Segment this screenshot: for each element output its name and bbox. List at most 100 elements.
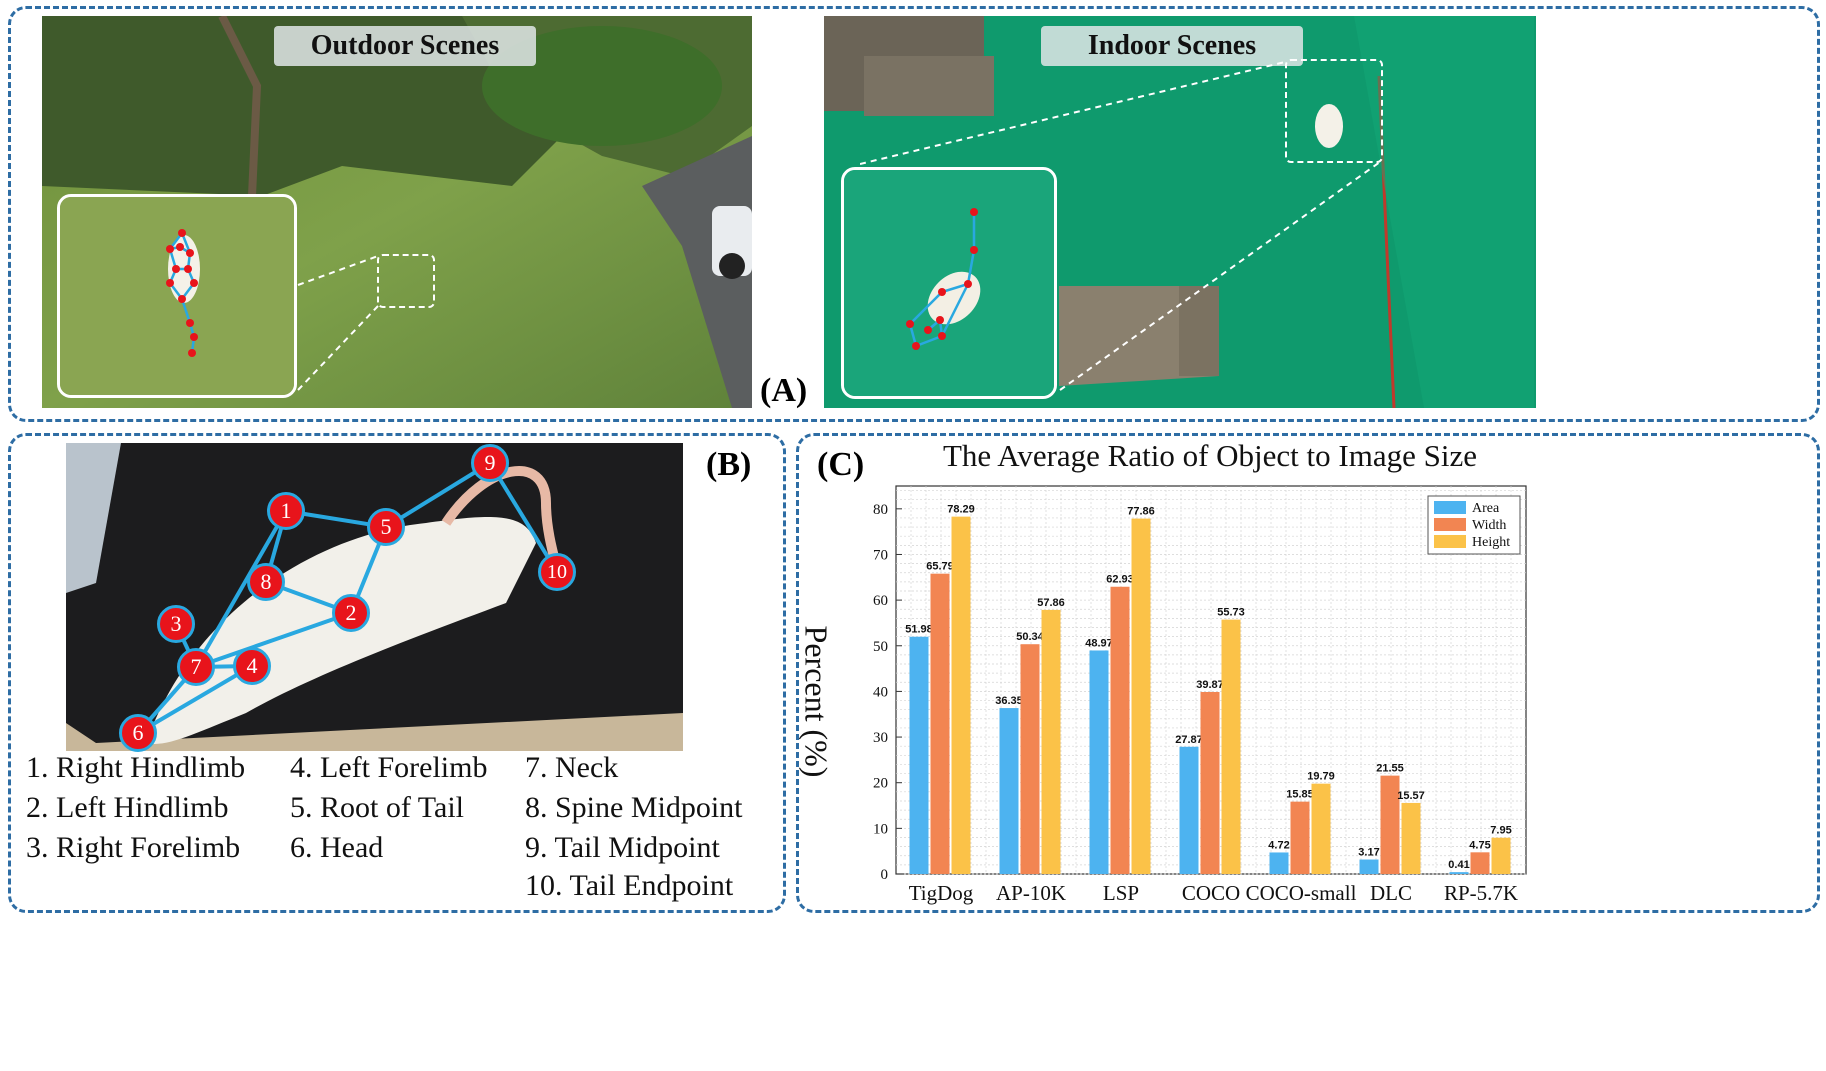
panel-c-label: (C) <box>817 446 865 483</box>
x-tick-label: COCO <box>1182 881 1240 905</box>
keypoint-number: 7 <box>190 654 202 679</box>
outdoor-rat-inset <box>57 194 297 398</box>
bar <box>1221 619 1241 874</box>
outdoor-rat-highlight <box>377 254 435 308</box>
data-label: 27.87 <box>1175 734 1203 746</box>
bar <box>930 573 950 874</box>
keypoint-number: 9 <box>484 450 496 475</box>
outdoor-scenes-title: Outdoor Scenes <box>274 26 536 66</box>
bar <box>1359 859 1379 874</box>
keypoint-legend-item: 8. Spine Midpoint <box>525 791 743 824</box>
keypoint-legend-item: 10. Tail Endpoint <box>525 869 734 902</box>
bar <box>1110 586 1130 874</box>
indoor-zoom-lines <box>860 61 1380 391</box>
keypoint-legend-item: 6. Head <box>290 831 384 864</box>
keypoint-legend-item: 9. Tail Midpoint <box>525 831 720 864</box>
bar <box>1269 852 1289 874</box>
panel-b-label: (B) <box>706 446 752 483</box>
legend-swatch <box>1434 518 1466 531</box>
y-axis-label: Percent (%) <box>798 625 835 778</box>
bar <box>1290 801 1310 874</box>
panel-c <box>796 433 1820 913</box>
keypoint-number: 2 <box>345 600 357 625</box>
data-label: 21.55 <box>1376 763 1404 775</box>
legend-label: Width <box>1472 518 1506 533</box>
keypoint-7: 7 <box>177 648 215 686</box>
keypoint-legend-item: 1. Right Hindlimb <box>26 751 246 784</box>
data-label: 51.98 <box>905 624 933 636</box>
data-label: 48.97 <box>1085 637 1113 649</box>
y-tick-label: 0 <box>881 867 889 883</box>
legend-label: Height <box>1472 535 1510 550</box>
data-label: 39.87 <box>1196 679 1224 691</box>
data-label: 15.57 <box>1397 790 1425 802</box>
y-tick-label: 20 <box>873 776 888 792</box>
bar <box>951 516 971 874</box>
keypoint-legend-item: 7. Neck <box>525 751 619 784</box>
bar <box>1200 692 1220 874</box>
rat-keypoint-photo <box>66 443 683 751</box>
indoor-rat-highlight <box>1285 59 1383 163</box>
rat-skeleton <box>136 461 559 735</box>
data-label: 77.86 <box>1127 506 1155 518</box>
legend-swatch <box>1434 535 1466 548</box>
bar <box>1089 650 1109 874</box>
x-tick-label: LSP <box>1103 881 1139 905</box>
data-label: 3.17 <box>1358 847 1379 859</box>
data-label: 78.29 <box>947 504 975 516</box>
panel-a <box>8 6 1820 422</box>
keypoint-number: 8 <box>260 569 272 594</box>
x-tick-label: COCO-small <box>1246 881 1357 905</box>
bar <box>1401 802 1421 874</box>
bar-chart: 0 10 20 30 40 50 60 70 80 51.98 65.79 78.29 TigDog 36… <box>873 485 1527 905</box>
data-label: 57.86 <box>1037 597 1065 609</box>
x-tick-label: DLC <box>1370 881 1412 905</box>
chart-title: The Average Ratio of Object to Image Siz… <box>943 438 1477 473</box>
bar <box>909 636 929 874</box>
keypoint-10: 10 <box>538 553 576 591</box>
data-label: 4.72 <box>1268 839 1289 851</box>
bar <box>1131 518 1151 874</box>
outdoor-zoom-lines <box>297 255 379 391</box>
x-tick-label: TigDog <box>909 881 974 905</box>
data-label: 0.41 <box>1448 859 1469 871</box>
keypoint-number: 6 <box>132 720 144 745</box>
keypoint-legend-item: 2. Left Hindlimb <box>26 791 229 824</box>
data-label: 36.35 <box>995 695 1023 707</box>
bar <box>1380 775 1400 874</box>
data-label: 50.34 <box>1016 631 1044 643</box>
legend-label: Area <box>1472 501 1500 516</box>
x-tick-label: AP-10K <box>996 881 1066 905</box>
data-label: 62.93 <box>1106 574 1134 586</box>
bar <box>1491 837 1511 874</box>
keypoint-9: 9 <box>471 444 509 482</box>
legend-swatch <box>1434 501 1466 514</box>
y-tick-label: 80 <box>873 502 888 518</box>
keypoint-5: 5 <box>367 508 405 546</box>
data-label: 55.73 <box>1217 607 1245 619</box>
bar <box>1041 609 1061 874</box>
keypoint-legend-item: 5. Root of Tail <box>290 791 465 824</box>
bar <box>999 708 1019 874</box>
indoor-scenes-title: Indoor Scenes <box>1041 26 1303 66</box>
data-label: 15.85 <box>1286 789 1314 801</box>
y-tick-label: 50 <box>873 639 888 655</box>
x-tick-label: RP-5.7K <box>1444 881 1518 905</box>
bar <box>1020 644 1040 874</box>
data-label: 7.95 <box>1490 825 1511 837</box>
bar <box>1311 783 1331 874</box>
y-tick-label: 30 <box>873 730 888 746</box>
keypoint-number: 3 <box>170 611 182 636</box>
keypoint-1: 1 <box>267 492 305 530</box>
panel-b <box>8 433 786 913</box>
data-label: 65.79 <box>926 561 954 573</box>
data-label: 19.79 <box>1307 771 1335 783</box>
keypoint-number: 10 <box>547 561 567 583</box>
indoor-rat-inset <box>841 167 1057 399</box>
keypoint-number: 4 <box>246 653 258 678</box>
bar <box>1449 872 1469 874</box>
bar <box>1179 746 1199 874</box>
keypoint-legend-item: 3. Right Forelimb <box>26 831 241 864</box>
panel-a-label: (A) <box>760 372 808 409</box>
rat-keypoint-figure <box>66 443 683 751</box>
